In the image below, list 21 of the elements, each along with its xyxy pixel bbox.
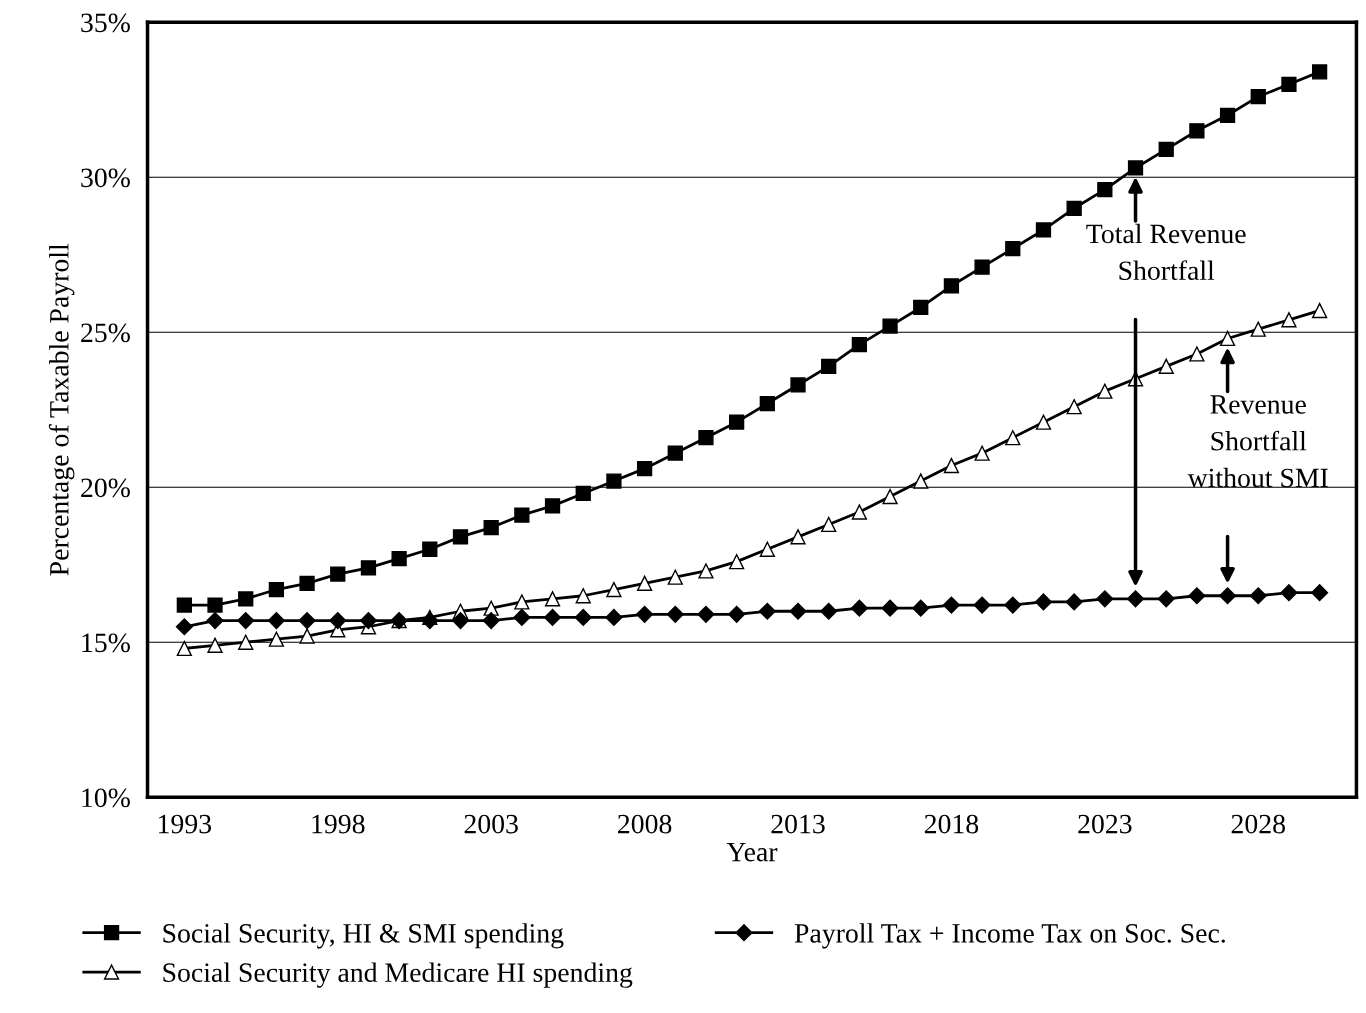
x-tick-label: 1993 <box>159 814 212 834</box>
legend-label: Social Security and Medicare HI spending <box>163 962 633 988</box>
x-tick-label: 2018 <box>924 814 979 834</box>
legend-label: Social Security, HI & SMI spending <box>163 923 564 949</box>
x-tick-label: 2023 <box>1078 814 1132 834</box>
y-tick-label: 35% <box>81 13 130 33</box>
x-tick-label: 1998 <box>312 814 365 834</box>
y-tick-label: 30% <box>81 168 130 188</box>
y-tick-label: 25% <box>81 323 130 343</box>
x-tick-label: 2028 <box>1231 814 1285 834</box>
legend-label: Payroll Tax + Income Tax on Soc. Sec. <box>794 923 1225 949</box>
x-tick-label: 2013 <box>771 814 825 834</box>
annotation: Total Revenue Shortfall <box>1086 223 1246 281</box>
x-tick-label: 2003 <box>464 814 518 834</box>
x-axis-title: Year <box>726 842 778 862</box>
y-tick-label: 20% <box>81 478 130 498</box>
y-axis-title: Percentage of Taxable Payroll <box>48 243 75 576</box>
annotation: Revenue Shortfall without SMI <box>1187 395 1328 488</box>
x-tick-label: 2008 <box>618 814 672 834</box>
y-tick-label: 15% <box>82 633 130 653</box>
y-tick-label: 10% <box>82 788 130 808</box>
